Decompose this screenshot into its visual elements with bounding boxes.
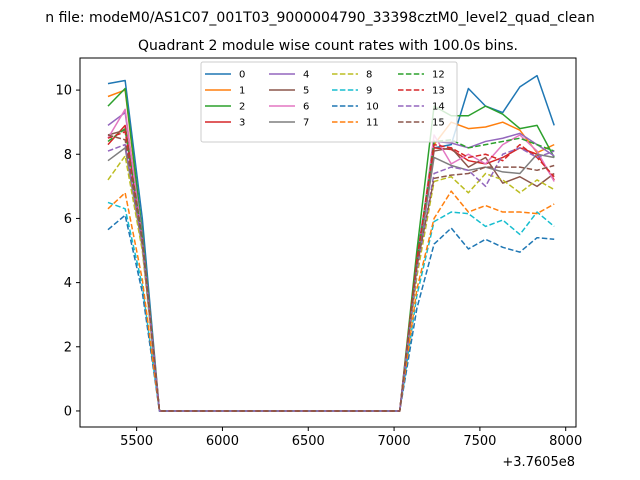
x-tick-label: 6500 bbox=[292, 434, 325, 449]
legend-label-9: 9 bbox=[366, 86, 372, 97]
chart-title: Quadrant 2 module wise count rates with … bbox=[138, 38, 518, 54]
y-tick-label: 0 bbox=[64, 404, 72, 419]
x-tick-label: 5500 bbox=[120, 434, 153, 449]
series-line-10 bbox=[107, 214, 555, 412]
y-tick-label: 6 bbox=[64, 212, 72, 227]
x-tick-label: 8000 bbox=[549, 434, 582, 449]
legend-label-8: 8 bbox=[366, 70, 372, 81]
legend-label-7: 7 bbox=[303, 118, 309, 129]
legend-label-4: 4 bbox=[303, 70, 309, 81]
y-tick-label: 8 bbox=[64, 148, 72, 163]
legend-label-15: 15 bbox=[432, 118, 445, 129]
series-line-15 bbox=[107, 134, 555, 412]
figure-suptitle: n file: modeM0/AS1C07_001T03_9000004790_… bbox=[45, 10, 594, 26]
legend-label-12: 12 bbox=[432, 70, 445, 81]
legend-label-11: 11 bbox=[366, 118, 379, 129]
legend-label-5: 5 bbox=[303, 86, 309, 97]
legend-label-6: 6 bbox=[303, 102, 309, 113]
x-tick-label: 6000 bbox=[206, 434, 239, 449]
legend-label-0: 0 bbox=[239, 70, 245, 81]
y-tick-label: 4 bbox=[64, 276, 72, 291]
legend-label-14: 14 bbox=[432, 102, 445, 113]
legend-label-13: 13 bbox=[432, 86, 445, 97]
plot-frame bbox=[79, 57, 577, 428]
y-tick-label: 2 bbox=[64, 340, 72, 355]
legend-label-10: 10 bbox=[366, 102, 379, 113]
x-tick-label: 7500 bbox=[463, 434, 496, 449]
series-layer bbox=[107, 74, 555, 412]
x-axis: 5500 6000 6500 7000 7500 8000 bbox=[120, 427, 582, 449]
legend-label-2: 2 bbox=[239, 102, 245, 113]
x-tick-label: 7000 bbox=[378, 434, 411, 449]
y-tick-label: 10 bbox=[55, 84, 72, 99]
y-axis: 0 2 4 6 8 10 bbox=[55, 84, 80, 419]
x-offset-text: +3.7605e8 bbox=[502, 455, 575, 470]
legend-label-1: 1 bbox=[239, 86, 245, 97]
legend-frame bbox=[200, 61, 458, 143]
legend-label-3: 3 bbox=[239, 118, 245, 129]
